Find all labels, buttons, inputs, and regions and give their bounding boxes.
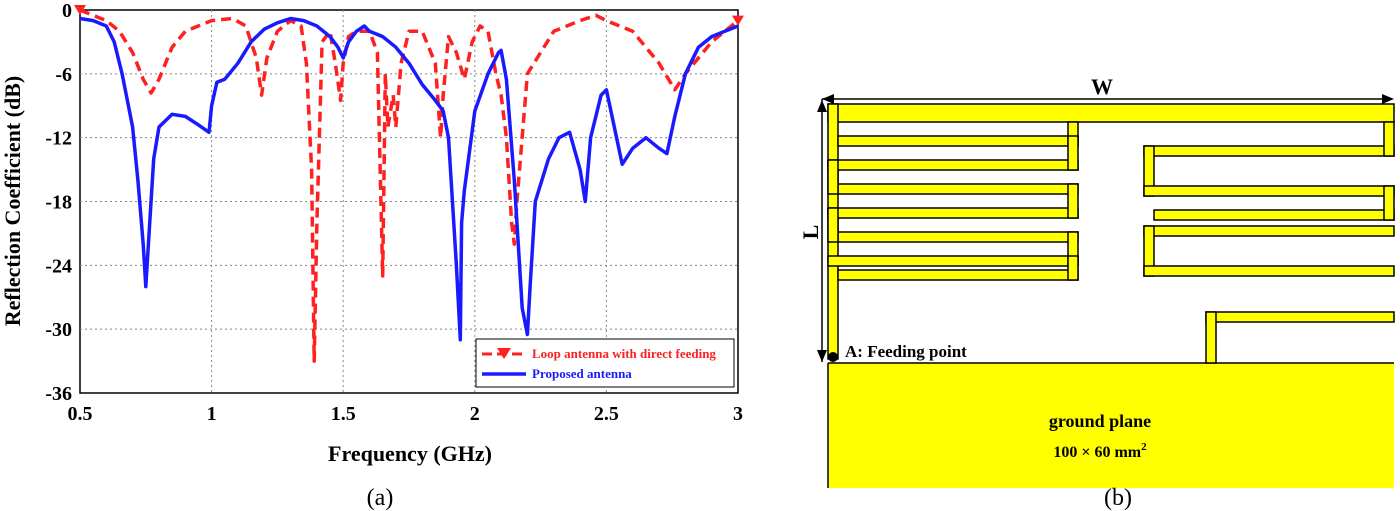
left-meander-row-1 (837, 135, 1079, 147)
left-meander-row-4 (827, 207, 1079, 219)
caption-b: (b) (1104, 485, 1132, 511)
left-meander-conn-7 (1067, 255, 1079, 281)
left-meander-row-5 (837, 231, 1079, 243)
y-tick-label: 0 (62, 0, 72, 22)
legend-label-proposed: Proposed antenna (532, 366, 632, 381)
y-tick-labels: 0 -6 -12 -18 -24 -30 -36 (45, 0, 72, 405)
ground-size-text: 100 × 60 mm (1053, 444, 1141, 461)
legend-box (475, 338, 735, 388)
y-tick-label: -30 (45, 319, 72, 341)
ground-plane (828, 363, 1394, 488)
right-meander-conn-7 (1205, 311, 1217, 364)
left-meander-row-7 (837, 269, 1079, 281)
caption-a: (a) (367, 485, 394, 511)
x-tick-label: 0.5 (68, 403, 93, 425)
series-marker-loop (74, 5, 86, 15)
feeding-point-dot (828, 352, 838, 362)
chart-panel: 0.5 1 1.5 2 2.5 3 0 -6 -12 -18 -24 -30 -36 Frequenc… (0, 0, 744, 511)
y-tick-label: -12 (45, 128, 72, 150)
legend-marker-loop (497, 348, 511, 359)
y-tick-label: -6 (55, 64, 72, 86)
length-label: L (798, 225, 823, 240)
x-tick-labels: 0.5 1 1.5 2 2.5 3 (68, 403, 744, 425)
x-tick-label: 1 (207, 403, 217, 425)
x-tick-label: 2.5 (594, 403, 619, 425)
length-arrow-top (817, 100, 827, 112)
left-meander-conn-5 (827, 207, 839, 243)
ground-size-exponent: 2 (1141, 441, 1147, 453)
right-meander-row-1 (1143, 145, 1395, 157)
antenna-diagram: W L A: Feeding point ground plane 100 × … (798, 74, 1395, 511)
width-arrow-right (1382, 94, 1394, 104)
right-meander-conn-1 (1383, 121, 1395, 157)
right-meander-conn-4 (1383, 185, 1395, 221)
left-meander-conn-4 (1067, 183, 1079, 219)
ground-plane-label: ground plane (1049, 411, 1151, 431)
width-label: W (1091, 74, 1113, 99)
left-meander-row-3 (837, 183, 1079, 195)
legend-label-loop: Loop antenna with direct feeding (532, 346, 716, 361)
y-tick-label: -36 (45, 383, 72, 405)
series-layer (74, 5, 744, 363)
feeding-point-label: A: Feeding point (845, 342, 967, 361)
series-line-loop-antenna (79, 8, 740, 363)
left-meander-row-6 (827, 255, 1079, 267)
series-marker-loop (732, 15, 744, 26)
meander-right (1143, 121, 1395, 364)
right-meander-row-3 (1143, 185, 1395, 197)
right-meander-row-5 (1143, 225, 1395, 237)
left-meander-conn-3 (827, 159, 839, 195)
grid (80, 10, 738, 393)
series-line-proposed-antenna (79, 16, 739, 342)
width-arrow-left (822, 94, 834, 104)
left-meander-conn-2 (1067, 135, 1079, 171)
legend: Loop antenna with direct feeding Propose… (475, 338, 735, 388)
x-tick-label: 2 (470, 403, 480, 425)
x-axis-label: Frequency (GHz) (328, 441, 492, 466)
y-axis-label: Reflection Coefficient (dB) (0, 76, 25, 326)
ground-plane-size: 100 × 60 mm2 (1053, 441, 1147, 461)
x-tick-label: 1.5 (331, 403, 356, 425)
meander-left (827, 103, 1395, 360)
left-meander-row-2 (827, 159, 1079, 171)
y-tick-label: -18 (45, 192, 72, 214)
right-meander-row-6 (1143, 265, 1395, 277)
right-meander-row-7 (1205, 311, 1395, 323)
plot-area (79, 9, 739, 394)
y-tick-label: -24 (45, 255, 72, 277)
trace-top-bar (827, 103, 1395, 123)
right-meander-row-4 (1153, 209, 1395, 221)
length-arrow-bottom (817, 350, 827, 362)
x-tick-label: 3 (733, 403, 743, 425)
